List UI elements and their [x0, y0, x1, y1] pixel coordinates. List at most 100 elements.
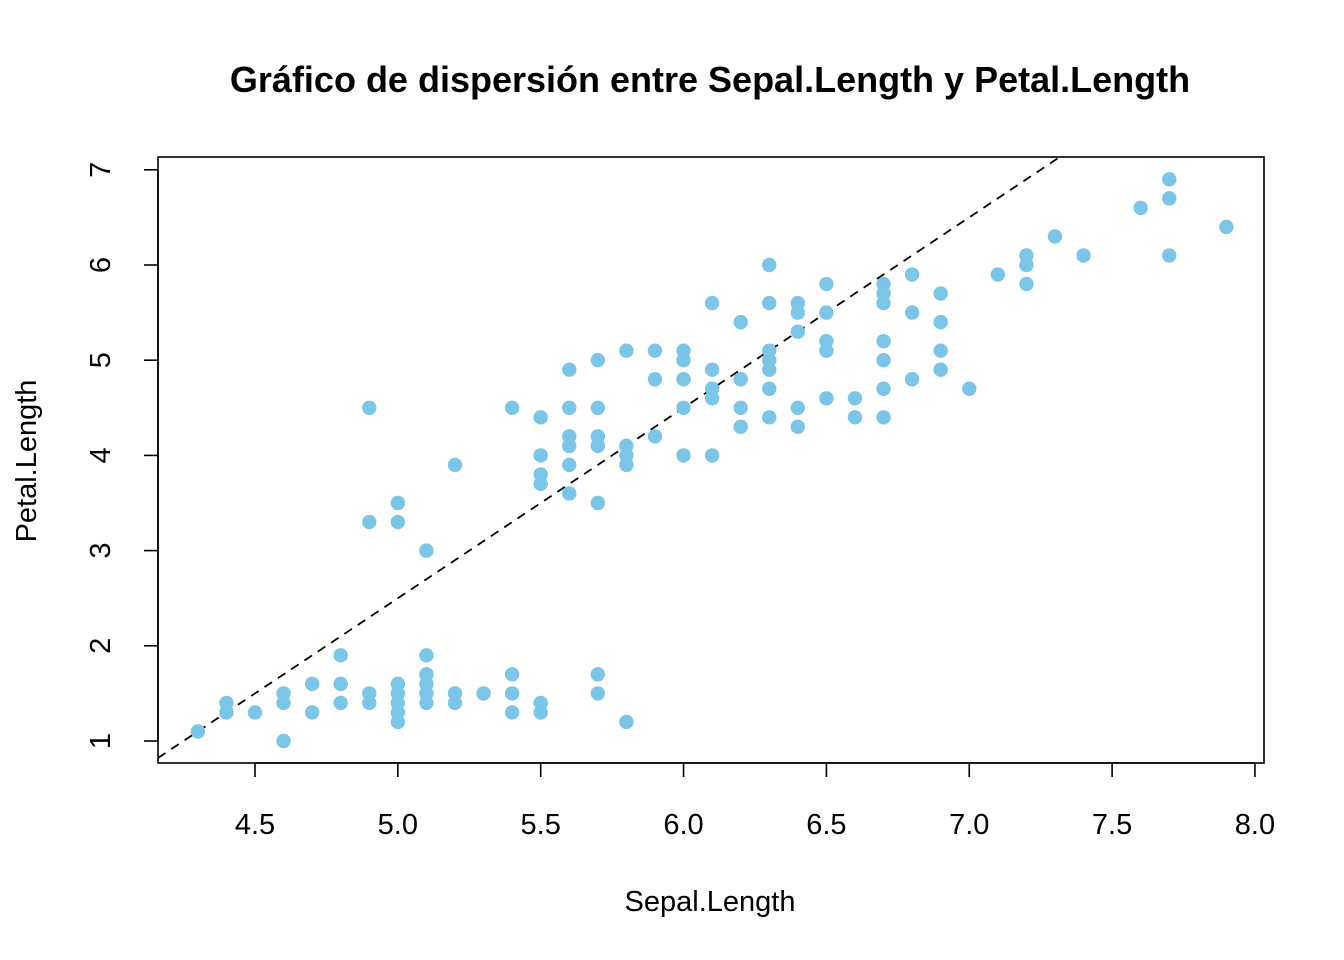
- data-point: [504, 686, 520, 701]
- data-point: [562, 400, 577, 415]
- data-point: [704, 391, 720, 406]
- data-point: [190, 724, 206, 739]
- data-points-layer: [190, 172, 1234, 749]
- data-point: [304, 676, 320, 692]
- data-point: [876, 410, 891, 425]
- data-point: [590, 353, 606, 368]
- data-point: [676, 400, 691, 415]
- x-tick-label: 7.5: [1092, 809, 1132, 841]
- data-point: [419, 543, 434, 558]
- data-point: [1162, 172, 1177, 187]
- data-point: [647, 429, 663, 444]
- y-tick-label: 3: [85, 543, 117, 559]
- data-point: [876, 295, 891, 311]
- data-point: [876, 381, 891, 396]
- data-point: [1162, 248, 1177, 263]
- data-point: [762, 257, 777, 273]
- y-tick-label: 6: [85, 257, 117, 273]
- data-point: [819, 391, 834, 406]
- data-point: [1076, 248, 1091, 263]
- y-tick-label: 4: [85, 447, 117, 463]
- data-point: [647, 343, 663, 358]
- data-point: [1019, 276, 1034, 292]
- data-point: [362, 400, 377, 415]
- data-point: [1019, 257, 1034, 273]
- data-point: [447, 457, 463, 473]
- data-point: [933, 314, 948, 330]
- data-point: [390, 514, 406, 530]
- data-point: [790, 324, 806, 339]
- data-point: [647, 372, 663, 387]
- x-tick-label: 6.0: [663, 809, 703, 841]
- data-point: [333, 648, 348, 663]
- data-point: [733, 419, 748, 435]
- data-point: [419, 695, 434, 711]
- data-point: [933, 343, 948, 358]
- data-point: [676, 372, 691, 387]
- data-point: [790, 305, 806, 320]
- x-tick-label: 8.0: [1235, 809, 1275, 841]
- data-point: [476, 686, 491, 701]
- data-point: [619, 457, 634, 473]
- data-point: [733, 314, 748, 330]
- chart-title: Gráfico de dispersión entre Sepal.Length…: [230, 59, 1190, 100]
- data-point: [819, 305, 834, 320]
- data-point: [390, 495, 406, 511]
- y-tick-label: 2: [85, 638, 117, 654]
- data-point: [590, 438, 606, 454]
- data-point: [1219, 219, 1234, 235]
- data-point: [362, 514, 377, 530]
- data-point: [590, 495, 606, 511]
- data-point: [733, 372, 748, 387]
- data-point: [704, 448, 720, 463]
- data-point: [504, 705, 520, 720]
- data-point: [762, 295, 777, 311]
- data-point: [704, 362, 720, 377]
- data-point: [562, 438, 577, 454]
- data-point: [619, 714, 634, 730]
- data-point: [733, 400, 748, 415]
- data-point: [876, 353, 891, 368]
- x-tick-label: 7.0: [949, 809, 989, 841]
- data-point: [390, 714, 406, 730]
- y-tick-label: 1: [85, 733, 117, 749]
- data-point: [447, 695, 463, 711]
- data-point: [590, 667, 606, 682]
- data-point: [876, 333, 891, 349]
- data-point: [962, 381, 977, 396]
- data-point: [590, 400, 606, 415]
- data-point: [304, 705, 320, 720]
- data-point: [762, 362, 777, 377]
- trend-line: [157, 156, 1061, 759]
- data-point: [704, 295, 720, 311]
- data-point: [247, 705, 263, 720]
- data-point: [219, 705, 234, 720]
- data-point: [762, 381, 777, 396]
- data-point: [676, 448, 691, 463]
- x-axis: 4.5 5.0 5.5 6.0 6.5 7.0 7.5 8.0: [235, 762, 1275, 841]
- y-axis: 1 2 3 4 5 6 7: [85, 162, 159, 749]
- x-tick-label: 6.5: [806, 809, 846, 841]
- data-point: [904, 305, 920, 320]
- data-point: [504, 667, 520, 682]
- data-point: [562, 457, 577, 473]
- data-point: [362, 695, 377, 711]
- data-point: [533, 476, 548, 492]
- data-point: [533, 705, 548, 720]
- data-point: [619, 343, 634, 358]
- data-point: [419, 648, 434, 663]
- y-tick-label: 5: [85, 352, 117, 368]
- data-point: [562, 362, 577, 377]
- data-point: [933, 286, 948, 301]
- data-point: [590, 686, 606, 701]
- x-tick-label: 5.5: [521, 809, 561, 841]
- x-tick-label: 5.0: [378, 809, 418, 841]
- data-point: [333, 695, 348, 711]
- data-point: [276, 695, 291, 711]
- y-tick-label: 7: [85, 162, 117, 178]
- data-point: [990, 267, 1006, 282]
- data-point: [904, 372, 920, 387]
- y-axis-label: Petal.Length: [11, 380, 43, 543]
- trend-line-layer: [157, 156, 1061, 759]
